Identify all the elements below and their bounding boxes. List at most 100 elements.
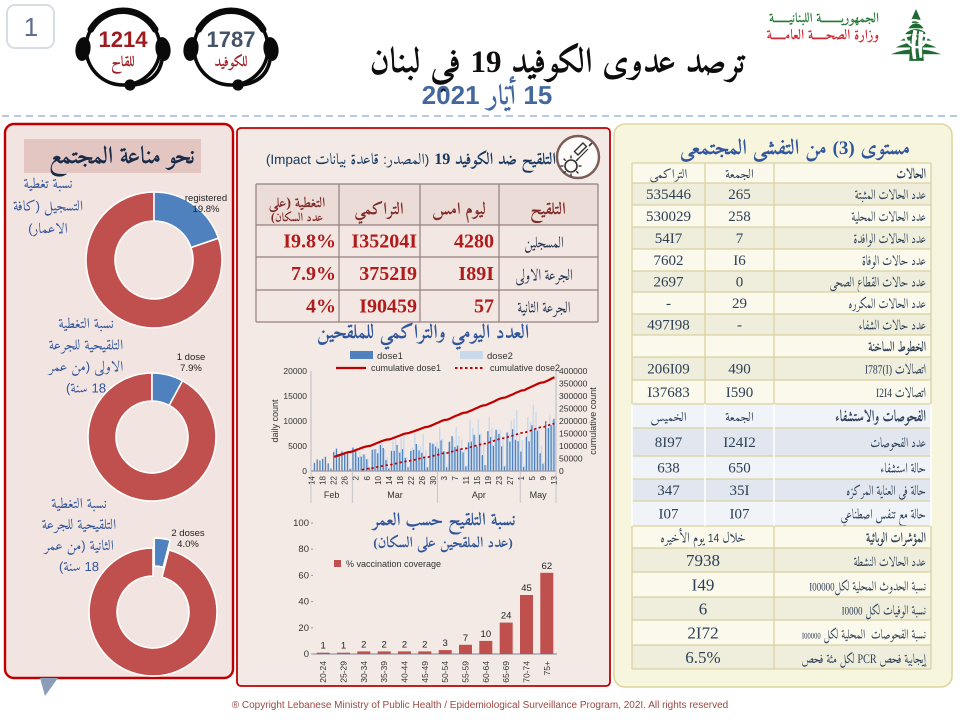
svg-text:35-39: 35-39 <box>379 661 389 683</box>
svg-text:Feb: Feb <box>324 490 340 500</box>
svg-text:35I: 35I <box>730 483 750 499</box>
svg-text:18: 18 <box>396 475 405 484</box>
svg-text:40: 40 <box>298 597 309 608</box>
svg-text:2: 2 <box>422 639 427 650</box>
svg-text:3752I9: 3752I9 <box>359 263 417 285</box>
svg-text:1: 1 <box>517 475 526 480</box>
svg-text:20-24: 20-24 <box>318 661 328 683</box>
svg-text:24: 24 <box>501 611 512 622</box>
svg-text:-: - <box>737 318 742 334</box>
svg-text:8I97: 8I97 <box>655 435 683 451</box>
svg-text:19: 19 <box>484 475 493 484</box>
svg-text:6.5%: 6.5% <box>685 648 720 667</box>
svg-text:55-59: 55-59 <box>461 661 471 683</box>
svg-text:I07: I07 <box>730 507 750 523</box>
svg-text:I37683: I37683 <box>647 385 690 401</box>
svg-text:1: 1 <box>24 12 38 42</box>
svg-text:100: 100 <box>293 518 309 529</box>
svg-text:2: 2 <box>402 639 407 650</box>
svg-text:May: May <box>530 490 548 500</box>
svg-text:30-34: 30-34 <box>359 661 369 683</box>
svg-text:I07: I07 <box>659 507 679 523</box>
svg-text:I590: I590 <box>726 385 754 401</box>
svg-text:65-69: 65-69 <box>501 661 511 683</box>
svg-text:14: 14 <box>308 475 317 484</box>
svg-text:2I72: 2I72 <box>687 624 718 643</box>
svg-text:4280: 4280 <box>454 231 494 253</box>
svg-text:13: 13 <box>550 475 559 484</box>
svg-text:0: 0 <box>559 466 564 476</box>
svg-text:40-44: 40-44 <box>400 661 410 683</box>
svg-text:258: 258 <box>728 209 751 225</box>
svg-text:2 doses: 2 doses <box>171 528 205 539</box>
svg-text:50000: 50000 <box>559 454 583 464</box>
svg-text:2: 2 <box>382 639 387 650</box>
svg-text:I89I: I89I <box>458 263 494 285</box>
svg-text:5: 5 <box>528 475 537 480</box>
svg-text:54I7: 54I7 <box>655 231 683 247</box>
svg-text:I6: I6 <box>733 253 746 269</box>
svg-text:27: 27 <box>506 475 515 484</box>
svg-text:7.9%: 7.9% <box>180 363 202 374</box>
svg-text:1: 1 <box>341 641 346 652</box>
svg-text:I9.8%: I9.8% <box>283 231 336 253</box>
svg-text:7: 7 <box>451 475 460 480</box>
svg-text:9: 9 <box>539 475 548 480</box>
svg-text:70-74: 70-74 <box>522 661 532 683</box>
svg-text:62: 62 <box>542 561 553 572</box>
svg-text:1787: 1787 <box>207 27 256 52</box>
svg-text:300000: 300000 <box>559 391 588 401</box>
svg-text:7.9%: 7.9% <box>291 263 336 285</box>
svg-text:Apr: Apr <box>472 490 486 500</box>
svg-text:Mar: Mar <box>387 490 403 500</box>
svg-text:7: 7 <box>736 231 744 247</box>
svg-text:265: 265 <box>728 187 751 203</box>
svg-text:I24I2: I24I2 <box>723 435 756 451</box>
svg-text:2697: 2697 <box>654 275 685 291</box>
svg-text:350000: 350000 <box>559 379 588 389</box>
svg-text:20000: 20000 <box>283 366 307 376</box>
svg-text:60-64: 60-64 <box>481 661 491 683</box>
svg-text:I49: I49 <box>692 576 715 595</box>
svg-text:1214: 1214 <box>99 27 149 52</box>
svg-text:I35204I: I35204I <box>351 231 417 253</box>
svg-text:5000: 5000 <box>288 441 307 451</box>
svg-text:535446: 535446 <box>646 187 692 203</box>
svg-text:I90459: I90459 <box>359 296 417 318</box>
svg-text:registered: registered <box>185 193 227 204</box>
svg-text:7: 7 <box>463 633 468 644</box>
svg-text:daily count: daily count <box>270 399 280 443</box>
svg-text:100000: 100000 <box>559 441 588 451</box>
svg-text:0: 0 <box>304 649 309 660</box>
svg-text:57: 57 <box>474 296 494 318</box>
svg-text:dose2: dose2 <box>487 351 513 362</box>
svg-text:22: 22 <box>407 475 416 484</box>
svg-text:650: 650 <box>728 461 751 477</box>
svg-text:7938: 7938 <box>686 551 720 570</box>
svg-text:® Copyright Lebanese Ministry: ® Copyright Lebanese Ministry of Public … <box>232 700 729 711</box>
svg-text:45-49: 45-49 <box>420 661 430 683</box>
svg-text:% vaccination coverage: % vaccination coverage <box>346 559 441 569</box>
svg-text:1 dose: 1 dose <box>177 352 206 363</box>
svg-text:20: 20 <box>298 623 309 634</box>
svg-text:250000: 250000 <box>559 404 588 414</box>
svg-text:18: 18 <box>319 475 328 484</box>
svg-text:1: 1 <box>321 641 326 652</box>
svg-text:497I98: 497I98 <box>647 318 690 334</box>
svg-text:cumulative dose2: cumulative dose2 <box>490 363 560 373</box>
svg-text:75+: 75+ <box>542 661 552 675</box>
svg-text:10: 10 <box>374 475 383 484</box>
svg-text:3: 3 <box>443 638 448 649</box>
svg-text:10: 10 <box>481 629 492 640</box>
svg-text:50-54: 50-54 <box>440 661 450 683</box>
svg-text:7602: 7602 <box>654 253 684 269</box>
svg-text:206I09: 206I09 <box>647 362 690 378</box>
svg-text:200000: 200000 <box>559 416 588 426</box>
svg-text:cumulative count: cumulative count <box>588 387 598 455</box>
svg-text:11: 11 <box>462 475 471 484</box>
svg-text:6: 6 <box>363 475 372 480</box>
svg-text:dose1: dose1 <box>377 351 403 362</box>
svg-text:4.0%: 4.0% <box>177 539 199 550</box>
svg-text:6: 6 <box>699 600 708 619</box>
svg-text:638: 638 <box>657 461 680 477</box>
